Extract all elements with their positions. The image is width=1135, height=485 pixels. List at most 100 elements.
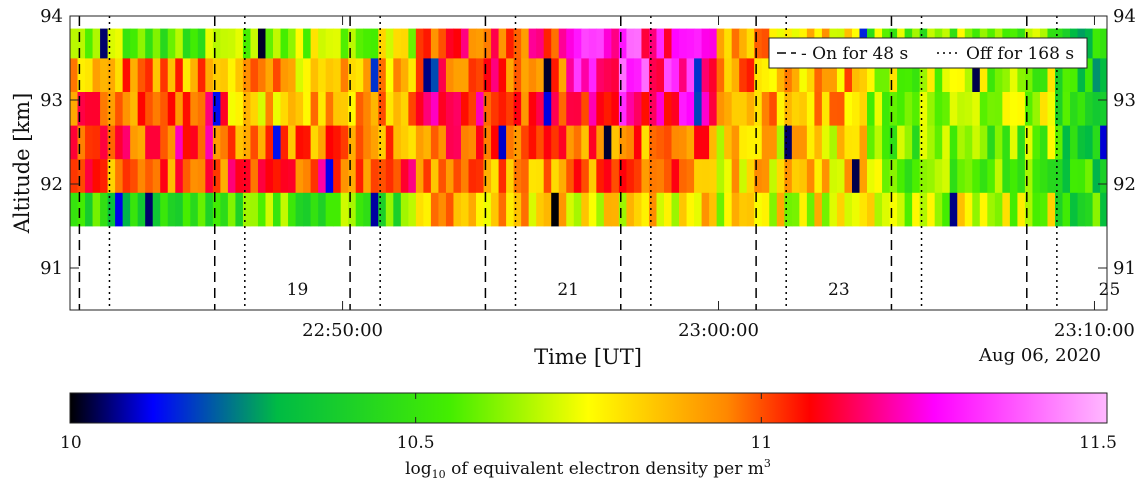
- heatmap-cell: [851, 125, 861, 160]
- heatmap-cell: [1039, 58, 1049, 92]
- heatmap-cell: [393, 192, 402, 227]
- heatmap-cell: [438, 192, 447, 227]
- heatmap-cell: [536, 28, 545, 59]
- heatmap-cell: [784, 58, 793, 92]
- heatmap-cell: [671, 192, 680, 227]
- heatmap-cell: [626, 58, 635, 92]
- heatmap-cell: [415, 158, 424, 193]
- heatmap-cell: [543, 125, 552, 160]
- heatmap-cell: [107, 91, 116, 126]
- heatmap-cell: [581, 192, 590, 227]
- heatmap-cell: [160, 28, 169, 59]
- legend-on-label: - On for 48 s: [801, 44, 908, 64]
- heatmap-cell: [543, 28, 552, 59]
- heatmap-cell: [318, 125, 327, 160]
- heatmap-cell: [205, 192, 214, 227]
- heatmap-cell: [611, 58, 620, 92]
- heatmap-cell: [227, 58, 237, 92]
- heatmap-cell: [919, 192, 928, 227]
- heatmap-cell: [197, 125, 206, 160]
- heatmap-cell: [70, 91, 79, 126]
- heatmap-cell: [130, 28, 139, 59]
- heatmap-cell: [957, 125, 966, 160]
- heatmap-cell: [1130, 29, 1135, 59]
- heatmap-cell: [483, 192, 492, 227]
- heatmap-cell: [934, 158, 943, 193]
- heatmap-cell: [182, 192, 191, 227]
- heatmap-cell: [430, 125, 440, 160]
- heatmap-cell: [1115, 125, 1123, 159]
- heatmap-cell: [724, 91, 733, 126]
- heatmap-cell: [137, 192, 146, 227]
- heatmap-cell: [724, 28, 733, 59]
- heatmap-cell: [167, 58, 176, 92]
- heatmap-cell: [942, 58, 951, 92]
- heatmap-cell: [197, 158, 206, 193]
- heatmap-cell: [528, 28, 537, 59]
- heatmap-cell: [994, 91, 1003, 126]
- heatmap-cell: [152, 28, 161, 59]
- heatmap-cell: [859, 158, 868, 193]
- heatmap-cell: [295, 58, 304, 92]
- heatmap-cell: [333, 192, 342, 227]
- heatmap-cell: [160, 125, 169, 160]
- heatmap-cell: [701, 28, 710, 59]
- heatmap-cell: [679, 58, 688, 92]
- x-tick-label: 23:00:00: [678, 320, 759, 341]
- heatmap-cell: [671, 158, 680, 193]
- heatmap-cell: [115, 58, 124, 92]
- heatmap-cell: [633, 28, 643, 59]
- heatmap-cell: [1070, 58, 1079, 92]
- heatmap-cell: [671, 91, 680, 126]
- heatmap-cell: [340, 158, 349, 193]
- heatmap-cell: [265, 125, 274, 160]
- cycle-labels: 192123252729: [287, 280, 1121, 300]
- heatmap-cell: [648, 158, 658, 193]
- heatmap-cell: [1070, 158, 1079, 193]
- heatmap-cell: [701, 58, 710, 92]
- heatmap-cell: [1062, 91, 1071, 126]
- heatmap-cell: [122, 91, 131, 126]
- heatmap-cell: [430, 91, 440, 126]
- heatmap-cell: [1032, 91, 1041, 126]
- heatmap-cell: [498, 58, 507, 92]
- heatmap-cell: [1123, 58, 1131, 92]
- heatmap-cell: [1039, 91, 1049, 126]
- heatmap-cell: [776, 192, 785, 227]
- heatmap-cell: [664, 158, 673, 193]
- heatmap-cell: [288, 192, 297, 227]
- heatmap-cell: [513, 91, 522, 126]
- heatmap-cell: [1123, 192, 1131, 226]
- heatmap-cell: [566, 125, 575, 160]
- heatmap-cell: [265, 91, 274, 126]
- heatmap-cell: [1002, 192, 1011, 227]
- heatmap-cell: [400, 28, 409, 59]
- heatmap-cell: [987, 91, 996, 126]
- heatmap-cell: [641, 58, 650, 92]
- heatmap-cell: [731, 58, 740, 92]
- heatmap-cell: [521, 125, 530, 160]
- heatmap-cell: [1115, 29, 1123, 59]
- heatmap-cell: [716, 91, 725, 126]
- heatmap-cell: [197, 192, 206, 227]
- heatmap-cell: [491, 158, 500, 193]
- heatmap-cell: [1024, 91, 1034, 126]
- heatmap-cell: [581, 91, 590, 126]
- heatmap-cell: [521, 28, 530, 59]
- heatmap-cell: [603, 158, 612, 193]
- heatmap-cell: [137, 28, 146, 59]
- heatmap-cell: [445, 28, 455, 59]
- heatmap-cell: [363, 58, 372, 92]
- heatmap-cell: [1039, 158, 1049, 193]
- heatmap-cell: [633, 91, 643, 126]
- colorbar-tick-label: 11: [751, 433, 773, 453]
- heatmap-cell: [746, 125, 755, 160]
- heatmap-cell: [167, 125, 176, 160]
- heatmap-cell: [250, 158, 259, 193]
- heatmap-cell: [1085, 192, 1094, 227]
- heatmap-cell: [761, 28, 770, 59]
- heatmap-cell: [468, 91, 477, 126]
- heatmap-cell: [212, 58, 221, 92]
- heatmap-cell: [476, 28, 485, 59]
- heatmap-cell: [363, 192, 372, 227]
